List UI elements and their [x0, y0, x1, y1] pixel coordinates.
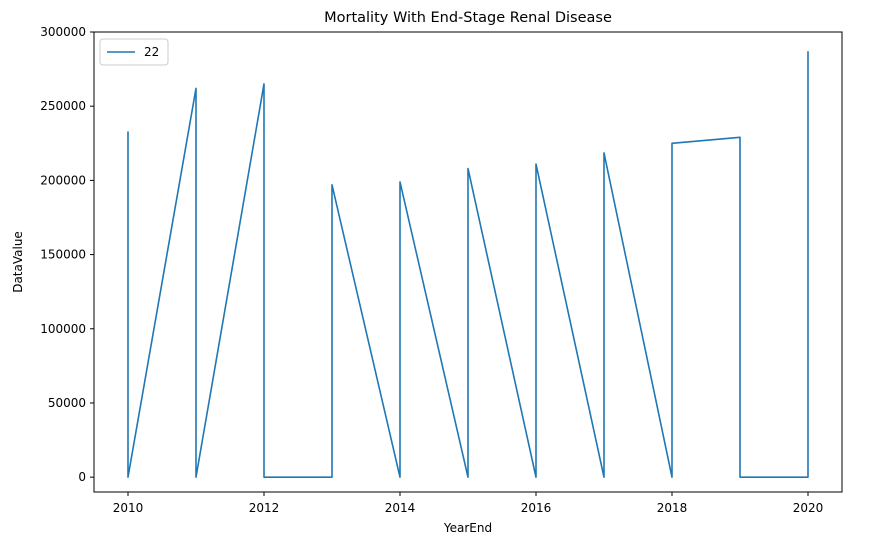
y-axis-label: DataValue: [11, 231, 25, 293]
x-tick-label: 2020: [793, 501, 824, 515]
chart-title: Mortality With End-Stage Renal Disease: [324, 10, 612, 26]
legend-label: 22: [144, 45, 159, 59]
legend: 22: [99, 38, 169, 66]
y-tick-label: 100000: [40, 322, 86, 336]
y-tick-label: 300000: [40, 25, 86, 39]
y-tick-label: 0: [78, 470, 86, 484]
y-tick-label: 200000: [40, 173, 86, 187]
x-tick-label: 2016: [521, 501, 552, 515]
y-tick-label: 150000: [40, 248, 86, 262]
y-tick-label: 50000: [48, 396, 86, 410]
series-layer: [127, 51, 809, 478]
x-axis-label: YearEnd: [443, 521, 492, 535]
x-tick-label: 2014: [385, 501, 416, 515]
series-line: [127, 51, 809, 478]
x-tick-label: 2010: [113, 501, 144, 515]
y-tick-label: 250000: [40, 99, 86, 113]
axis-ticks: 2010 2012 2014 2016 2018 2020 0 50000 100000 1500…: [40, 25, 823, 515]
x-tick-label: 2012: [249, 501, 280, 515]
x-tick-label: 2018: [657, 501, 688, 515]
